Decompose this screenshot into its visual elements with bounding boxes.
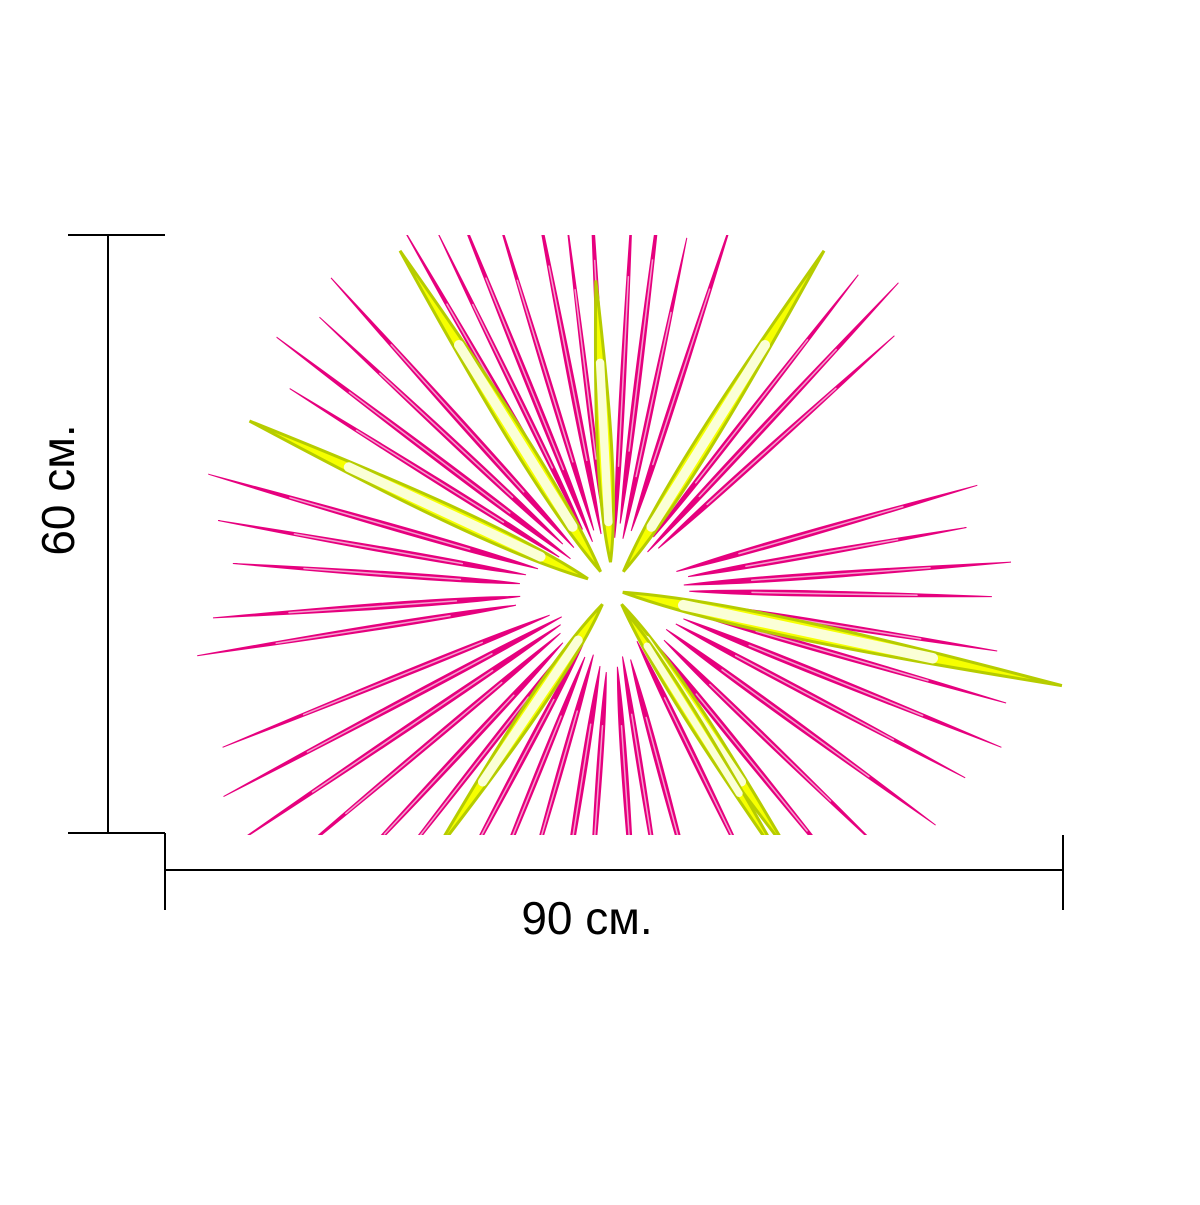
yellow-spike-highlight	[677, 599, 939, 664]
pink-spike	[510, 656, 586, 835]
pink-spike-highlight	[620, 724, 630, 835]
height-dimension-label: 60 см.	[32, 424, 84, 556]
width-dimension-label: 90 см.	[521, 892, 653, 944]
pink-spike-highlight	[635, 311, 672, 478]
pink-spike	[479, 644, 584, 835]
pink-spike-highlight	[574, 289, 597, 460]
pink-spike-highlight	[275, 614, 451, 644]
pink-spike-highlight	[695, 693, 808, 832]
pink-spike	[616, 666, 633, 835]
pink-spike	[622, 656, 654, 835]
yellow-spike-highlight	[646, 339, 770, 532]
pink-spike-highlight	[663, 697, 733, 835]
pink-spike-highlight	[706, 387, 837, 506]
pink-spike-highlight	[751, 591, 918, 597]
pink-spike	[592, 672, 607, 835]
pink-spike-highlight	[345, 681, 503, 815]
pink-spike-highlight	[383, 694, 515, 835]
pink-spike-highlight	[472, 303, 554, 469]
pink-spike-highlight	[355, 429, 505, 523]
yellow-spike-highlight	[643, 642, 743, 797]
pink-spike-highlight	[738, 505, 904, 555]
starburst-artwork	[197, 235, 1063, 835]
width-dimension-marker	[164, 833, 1064, 910]
pink-spike-highlight	[617, 275, 630, 467]
height-dimension-marker	[68, 234, 165, 834]
pink-spike-highlight	[652, 288, 711, 466]
pink-spike-highlight	[348, 391, 511, 514]
pink-spike	[636, 640, 735, 835]
pink-spike-highlight	[480, 698, 555, 835]
pink-spike-highlight	[709, 683, 832, 802]
pink-spike-highlight	[293, 533, 464, 565]
pink-spike-highlight	[628, 259, 654, 452]
pink-spike-highlight	[289, 496, 471, 550]
pink-spike-highlight	[630, 713, 652, 835]
pink-spike-highlight	[721, 669, 870, 778]
pink-spike-highlight	[390, 344, 525, 493]
pink-spike	[539, 654, 594, 835]
pink-spike-highlight	[302, 641, 483, 716]
pink-spike-highlight	[572, 723, 592, 835]
pink-spike-highlight	[594, 724, 604, 835]
pink-spike-highlight	[548, 265, 588, 462]
pink-spike-highlight	[379, 372, 514, 498]
pink-spike-highlight	[694, 339, 809, 484]
yellow-spike-highlight	[343, 462, 546, 562]
pink-spike-highlight	[698, 348, 837, 498]
pink-spike-highlight	[512, 715, 562, 835]
pink-spike-highlight	[750, 567, 931, 581]
pink-spike	[630, 659, 681, 835]
pink-spike-highlight	[540, 710, 579, 835]
yellow-spike-highlight	[477, 635, 583, 787]
pink-spike-highlight	[288, 600, 458, 614]
yellow-spike-highlight	[453, 339, 578, 532]
pink-spike-highlight	[485, 277, 565, 471]
pink-spike-highlight	[645, 716, 679, 835]
pink-spike-highlight	[516, 279, 574, 463]
pink-spike-highlight	[745, 538, 899, 568]
pink-spike-highlight	[303, 567, 462, 581]
pink-spike-highlight	[306, 653, 493, 753]
pink-spike-highlight	[419, 696, 530, 835]
pink-spike-highlight	[311, 669, 494, 793]
yellow-spike-highlight	[595, 358, 613, 527]
pink-spike	[570, 665, 601, 835]
pink-spike	[380, 642, 564, 835]
pink-spike-highlight	[734, 654, 895, 741]
pink-spike-highlight	[755, 630, 929, 682]
pink-spike-highlight	[748, 644, 924, 717]
